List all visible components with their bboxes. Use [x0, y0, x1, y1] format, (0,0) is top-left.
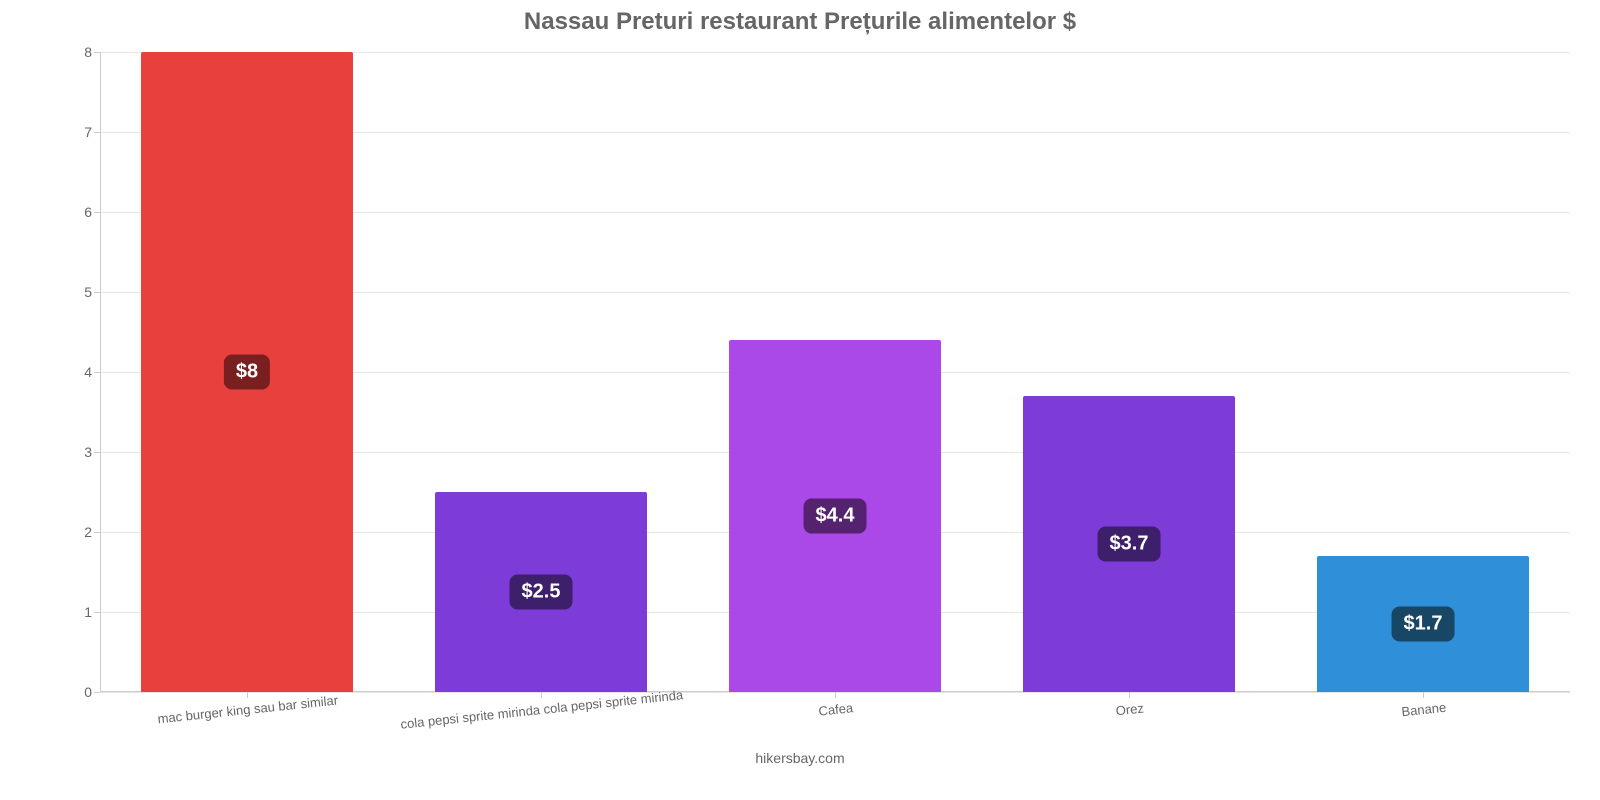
- y-tick-label: 5: [84, 284, 92, 300]
- bar-chart: Nassau Preturi restaurant Prețurile alim…: [0, 0, 1600, 800]
- chart-title: Nassau Preturi restaurant Prețurile alim…: [0, 8, 1600, 36]
- y-tick-label: 2: [84, 524, 92, 540]
- y-tick-label: 7: [84, 124, 92, 140]
- value-badge: $3.7: [1098, 527, 1161, 562]
- value-badge: $4.4: [804, 499, 867, 534]
- x-tick-mark: [247, 692, 248, 698]
- value-badge: $8: [224, 355, 270, 390]
- x-axis-label: Banane: [1401, 700, 1447, 720]
- x-tick-mark: [835, 692, 836, 698]
- x-tick-mark: [1423, 692, 1424, 698]
- y-tick-label: 8: [84, 44, 92, 60]
- value-badge: $2.5: [510, 575, 573, 610]
- y-tick-label: 3: [84, 444, 92, 460]
- y-tick-mark: [94, 692, 100, 693]
- y-tick-label: 4: [84, 364, 92, 380]
- chart-source-label: hikersbay.com: [0, 750, 1600, 766]
- x-axis-label: Cafea: [818, 700, 854, 719]
- y-tick-label: 1: [84, 604, 92, 620]
- y-axis-line: [100, 52, 101, 692]
- x-tick-mark: [1129, 692, 1130, 698]
- y-tick-label: 6: [84, 204, 92, 220]
- value-badge: $1.7: [1392, 607, 1455, 642]
- plot-area: 012345678$8mac burger king sau bar simil…: [100, 52, 1570, 692]
- x-tick-mark: [541, 692, 542, 698]
- x-axis-label: Orez: [1115, 701, 1145, 719]
- y-tick-label: 0: [84, 684, 92, 700]
